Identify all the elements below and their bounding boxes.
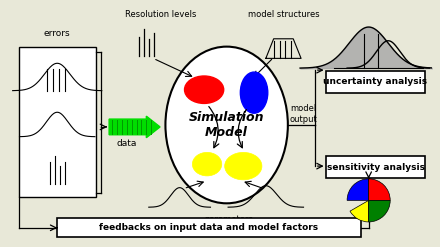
Text: Resolution levels: Resolution levels — [125, 10, 197, 19]
Text: feedbacks on input data and model factors: feedbacks on input data and model factor… — [99, 223, 319, 232]
Ellipse shape — [192, 152, 222, 176]
FancyBboxPatch shape — [326, 156, 425, 178]
Wedge shape — [369, 200, 390, 222]
Wedge shape — [369, 179, 390, 200]
Text: sensitivity analysis: sensitivity analysis — [326, 163, 425, 172]
Ellipse shape — [225, 152, 262, 180]
FancyBboxPatch shape — [57, 219, 361, 237]
Text: data: data — [117, 139, 137, 148]
Wedge shape — [347, 179, 369, 200]
Text: uncertainty analysis: uncertainty analysis — [323, 77, 428, 86]
Text: errors: errors — [44, 29, 70, 38]
Text: model structures: model structures — [248, 10, 319, 19]
Text: Simulation
Model: Simulation Model — [189, 111, 264, 139]
Text: parameters: parameters — [204, 215, 253, 225]
FancyBboxPatch shape — [19, 47, 96, 197]
FancyBboxPatch shape — [326, 71, 425, 93]
Ellipse shape — [240, 72, 268, 113]
Wedge shape — [350, 200, 369, 222]
FancyArrow shape — [109, 116, 160, 138]
Ellipse shape — [165, 47, 288, 203]
Ellipse shape — [184, 76, 224, 103]
Text: model
output: model output — [289, 104, 317, 124]
